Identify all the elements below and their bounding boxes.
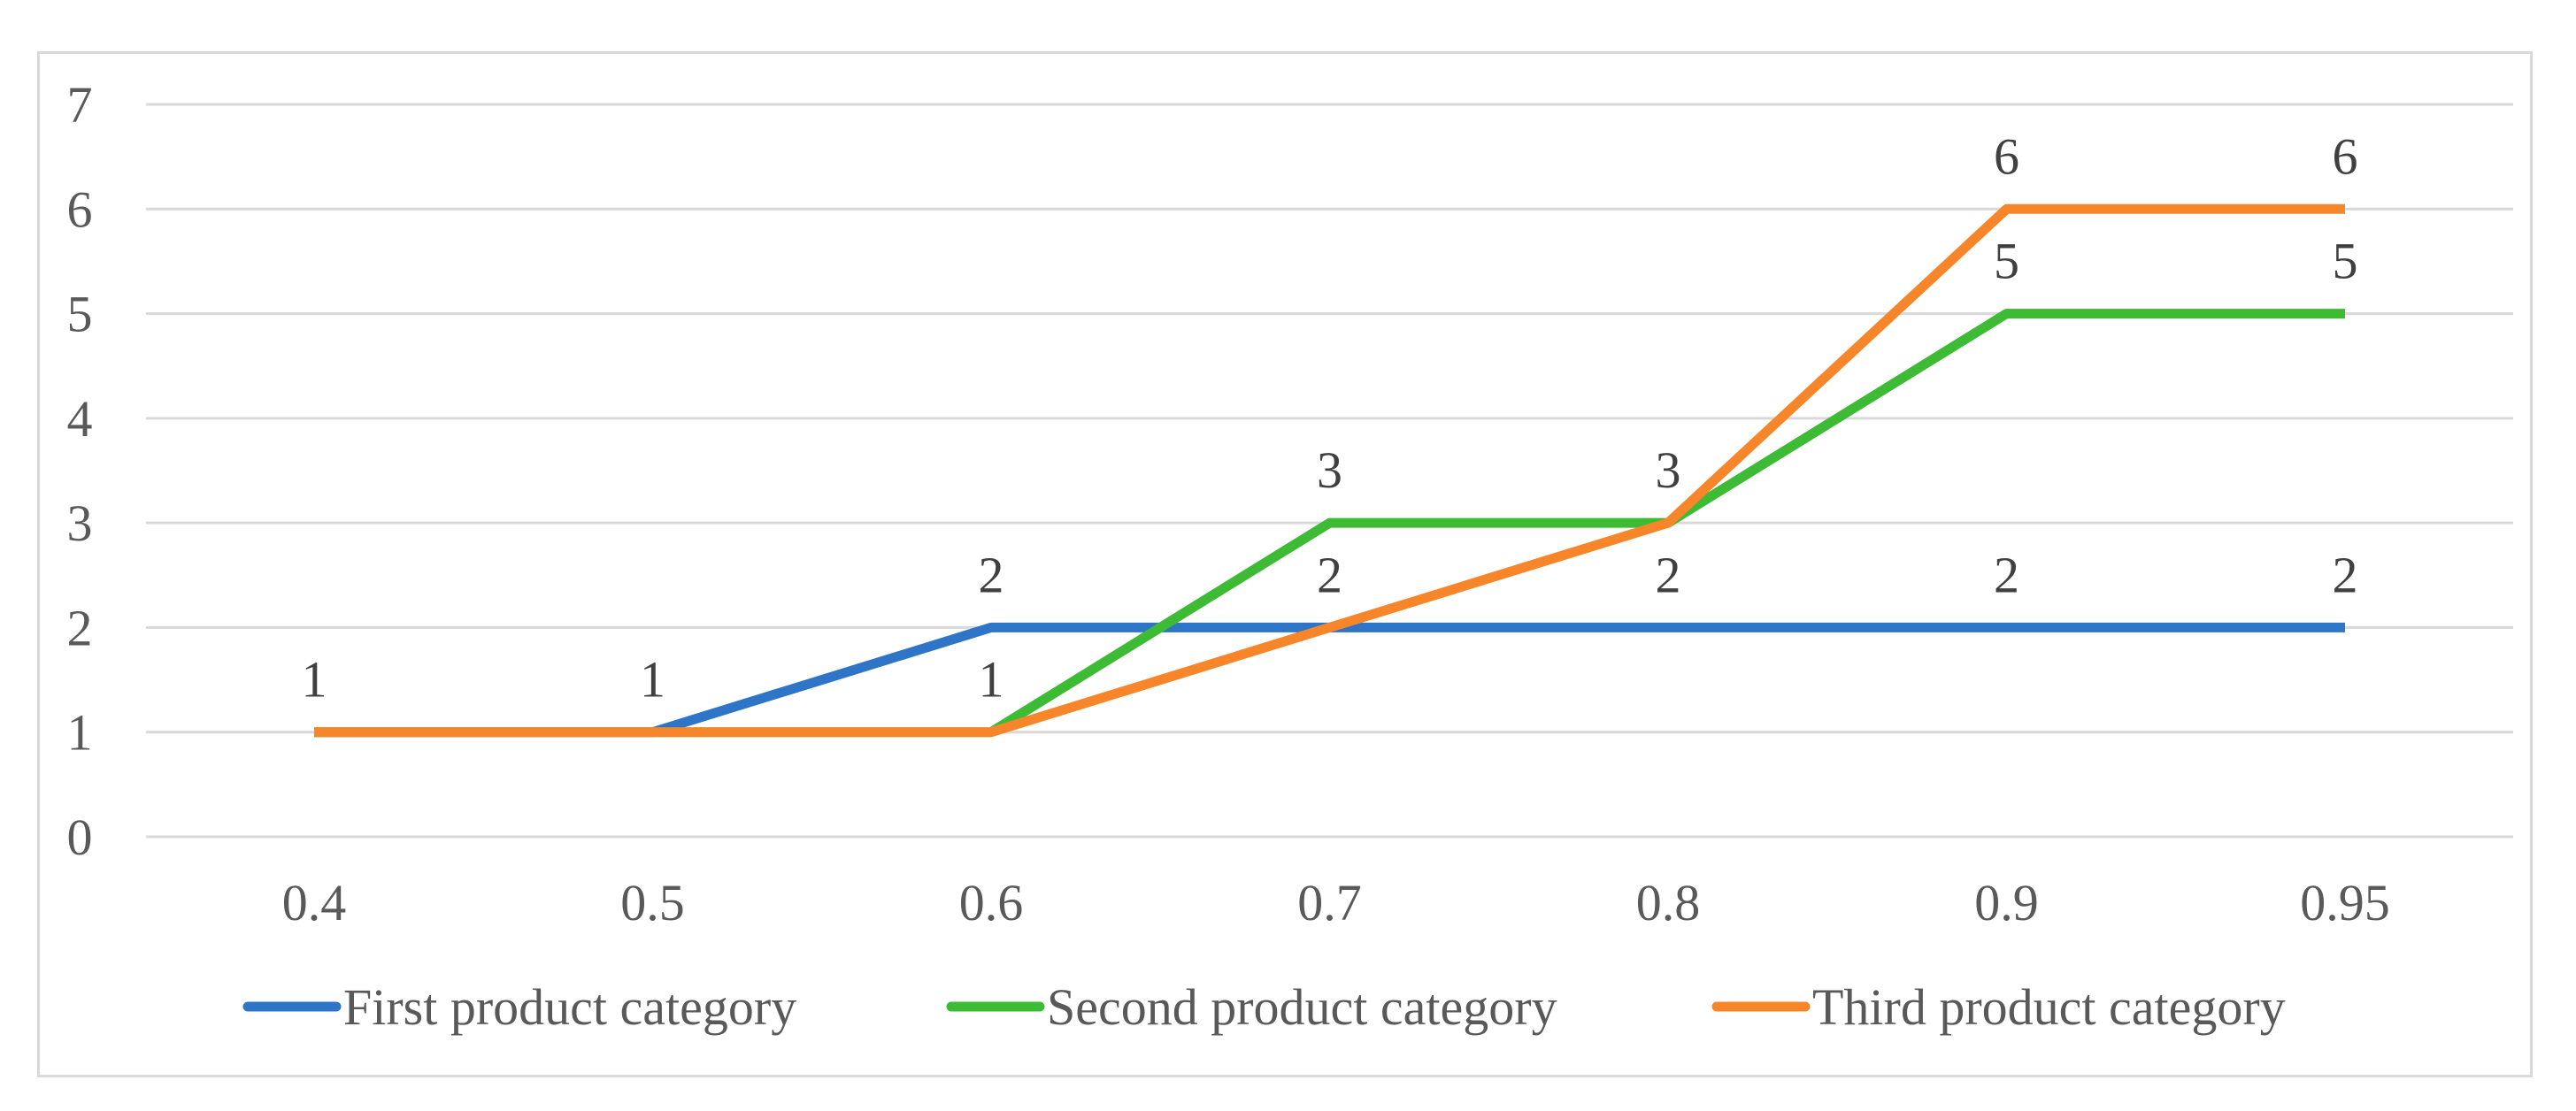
x-tick-label: 0.95 xyxy=(2300,874,2390,931)
y-tick-label: 4 xyxy=(67,390,93,448)
data-label: 6 xyxy=(2333,127,2358,185)
x-tick-label: 0.6 xyxy=(959,874,1024,931)
y-tick-label: 1 xyxy=(67,704,93,762)
x-tick-label: 0.5 xyxy=(620,874,685,931)
y-tick-label: 6 xyxy=(67,180,93,238)
legend-label-2: Second product category xyxy=(1047,978,1557,1036)
x-tick-label: 0.8 xyxy=(1636,874,1701,931)
x-tick-label: 0.9 xyxy=(1974,874,2039,931)
legend-label-1: First product category xyxy=(343,978,796,1036)
legend-label-3: Third product category xyxy=(1812,978,2286,1036)
x-tick-label: 0.4 xyxy=(282,874,347,931)
series-line-1 xyxy=(314,622,2345,738)
y-axis-tick-labels: 0 1 2 3 4 5 6 7 xyxy=(67,76,93,866)
chart-frame xyxy=(37,51,2533,1077)
data-label: 3 xyxy=(1317,441,1342,499)
data-label: 5 xyxy=(1994,233,2019,290)
y-tick-label: 3 xyxy=(67,494,93,552)
y-tick-label: 2 xyxy=(67,599,93,656)
data-label: 3 xyxy=(1656,441,1681,499)
data-label: 1 xyxy=(302,651,327,709)
x-axis-tick-labels: 0.4 0.5 0.6 0.7 0.8 0.9 0.95 xyxy=(282,874,2390,931)
data-label: 6 xyxy=(1994,127,2019,185)
data-label: 1 xyxy=(640,651,665,709)
y-tick-label: 0 xyxy=(67,808,93,866)
legend: First product category Second product cat… xyxy=(242,978,2286,1036)
data-label: 2 xyxy=(1656,546,1681,603)
data-label: 2 xyxy=(1994,546,2019,603)
data-label: 2 xyxy=(1317,546,1342,603)
y-tick-label: 7 xyxy=(67,76,93,134)
data-label: 2 xyxy=(979,546,1004,603)
data-labels: 1 1 2 1 3 2 3 2 6 5 2 6 5 2 xyxy=(302,127,2358,708)
y-tick-label: 5 xyxy=(67,286,93,343)
data-label: 5 xyxy=(2333,233,2358,290)
series-line-3 xyxy=(314,203,2345,738)
data-label: 2 xyxy=(2333,546,2358,603)
data-label: 1 xyxy=(979,651,1004,709)
x-tick-label: 0.7 xyxy=(1297,874,1362,931)
series-lines xyxy=(314,203,2345,738)
